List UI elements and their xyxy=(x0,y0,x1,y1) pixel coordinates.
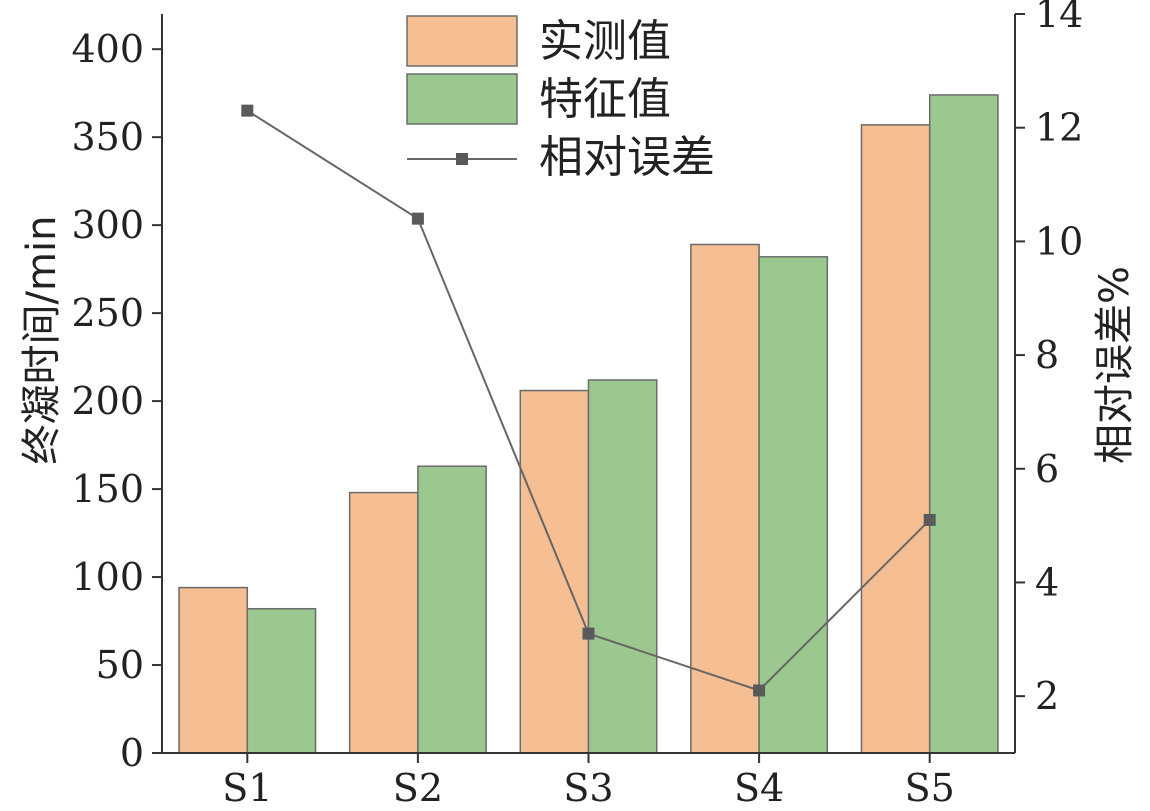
bar-measured-s4 xyxy=(690,243,760,754)
y2-tick-label: 10 xyxy=(1035,219,1083,263)
legend-swatch-marker xyxy=(456,153,468,165)
line-point-s1 xyxy=(241,104,254,117)
x-tick-label: S2 xyxy=(393,766,443,810)
legend-label-1: 特征值 xyxy=(539,74,671,125)
bar-measured-s3 xyxy=(519,389,590,754)
bar-characteristic-s3 xyxy=(587,379,658,754)
x-tick-label: S5 xyxy=(905,766,955,810)
line-point-s3 xyxy=(582,627,595,640)
bar-characteristic-s5 xyxy=(928,94,999,754)
line-point-s2 xyxy=(411,212,424,225)
y-tick-label: 50 xyxy=(96,643,144,687)
y2-tick-label: 2 xyxy=(1035,674,1059,718)
x-tick-label: S1 xyxy=(222,766,272,810)
legend-label-2: 相对误差 xyxy=(539,132,715,183)
y2-tick-label: 8 xyxy=(1035,333,1059,377)
y-tick-label: 350 xyxy=(71,115,144,159)
y2-tick-label: 4 xyxy=(1035,560,1059,604)
y2-tick-label: 12 xyxy=(1035,106,1083,150)
line-layer xyxy=(241,104,936,697)
bar-measured-s2 xyxy=(348,491,419,754)
y-tick-label: 250 xyxy=(71,291,144,335)
bar-measured-s5 xyxy=(860,124,931,754)
x-tick-label: S3 xyxy=(563,766,613,810)
legend-label-0: 实测值 xyxy=(539,16,671,67)
x-tick-label: S4 xyxy=(734,766,784,810)
bar-characteristic-s1 xyxy=(246,607,317,754)
y-axis-title: 终凝时间/min xyxy=(19,216,65,465)
y-tick-label: 200 xyxy=(71,379,144,423)
y2-tick-label: 6 xyxy=(1035,447,1059,491)
bar-characteristic-s2 xyxy=(417,465,487,754)
bar-characteristic-s4 xyxy=(758,256,829,754)
y-tick-label: 400 xyxy=(71,27,144,71)
bars-layer xyxy=(178,94,999,754)
y2-axis-title: 相对误差% xyxy=(1092,266,1138,464)
y-tick-label: 100 xyxy=(71,555,144,599)
y-tick-label: 150 xyxy=(71,467,144,511)
bar-measured-s1 xyxy=(178,586,249,754)
y-tick-label: 300 xyxy=(71,203,144,247)
y2-tick-label: 14 xyxy=(1035,0,1083,36)
line-point-s4 xyxy=(753,684,766,697)
legend-swatch-1 xyxy=(406,73,518,125)
ticks-layer: S1 S2 S3 S4 S5 0 50 100 150 200 250 300 350 400 2 4 6 8 10… xyxy=(71,0,1083,810)
line-point-s5 xyxy=(923,513,936,526)
legend-swatch-0 xyxy=(406,15,518,67)
y-tick-label: 0 xyxy=(120,731,144,775)
